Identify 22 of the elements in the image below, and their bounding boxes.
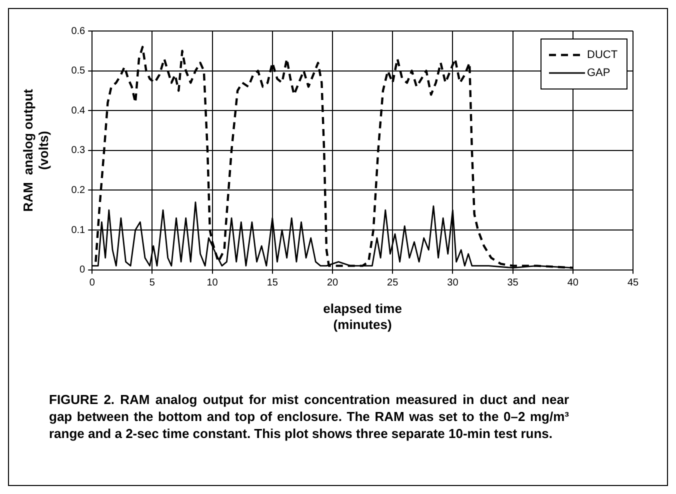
x-axis-title: elapsed time (minutes) <box>323 301 402 332</box>
y-tick-label: 0.5 <box>71 66 86 77</box>
x-tick-label: 10 <box>206 278 218 289</box>
x-tick-label: 45 <box>627 278 639 289</box>
y-tick-label: 0.4 <box>71 105 86 116</box>
y-tick-label: 0.2 <box>71 184 86 196</box>
y-tick-label: 0.6 <box>71 26 86 37</box>
x-tick-label: 40 <box>567 278 579 289</box>
caption: FIGURE 2. RAM analog output for mist concentration measured in duct and near gap between the bottom and top of enclosure. The RAM was set to the 0–2 mg/m³ range and a 2-sec time constant. This plot shows three separate 10-min test runs. <box>49 391 569 442</box>
x-tick-label: 35 <box>507 278 519 289</box>
x-tick-label: 5 <box>149 278 156 289</box>
y-tick-label: 0.3 <box>71 145 86 156</box>
legend-label: DUCT <box>587 49 618 62</box>
x-tick-label: 15 <box>266 278 278 289</box>
x-tick-label: 0 <box>89 278 96 289</box>
y-tick-label: 0.1 <box>71 224 86 236</box>
x-tick-label: 25 <box>387 278 399 289</box>
x-tick-label: 20 <box>326 278 338 289</box>
y-axis-title: RAM analog output (volts) <box>20 88 51 212</box>
legend-label: GAP <box>587 67 610 80</box>
x-tick-label: 30 <box>447 278 459 289</box>
y-tick-label: 0 <box>80 264 86 276</box>
